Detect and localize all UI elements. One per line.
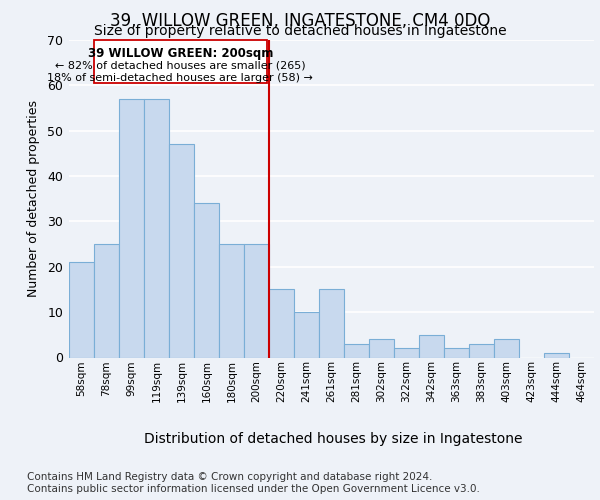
Bar <box>494 340 519 357</box>
Text: 18% of semi-detached houses are larger (58) →: 18% of semi-detached houses are larger (… <box>47 72 313 83</box>
Bar <box>119 99 144 357</box>
Bar <box>144 99 169 357</box>
Bar <box>394 348 419 358</box>
Bar <box>319 290 344 358</box>
Bar <box>294 312 319 358</box>
Text: Contains public sector information licensed under the Open Government Licence v3: Contains public sector information licen… <box>27 484 480 494</box>
Bar <box>419 335 444 357</box>
Bar <box>244 244 269 358</box>
Text: Size of property relative to detached houses in Ingatestone: Size of property relative to detached ho… <box>94 24 506 38</box>
Bar <box>544 353 569 358</box>
Text: ← 82% of detached houses are smaller (265): ← 82% of detached houses are smaller (26… <box>55 60 305 70</box>
Y-axis label: Number of detached properties: Number of detached properties <box>28 100 41 297</box>
Text: Distribution of detached houses by size in Ingatestone: Distribution of detached houses by size … <box>144 432 522 446</box>
Bar <box>444 348 469 358</box>
Bar <box>169 144 194 358</box>
Bar <box>369 340 394 357</box>
FancyBboxPatch shape <box>94 40 266 83</box>
Bar <box>344 344 369 358</box>
Bar <box>194 204 219 358</box>
Bar <box>219 244 244 358</box>
Bar <box>269 290 294 358</box>
Bar <box>469 344 494 358</box>
Bar <box>94 244 119 358</box>
Text: 39 WILLOW GREEN: 200sqm: 39 WILLOW GREEN: 200sqm <box>88 47 273 60</box>
Text: Contains HM Land Registry data © Crown copyright and database right 2024.: Contains HM Land Registry data © Crown c… <box>27 472 433 482</box>
Bar <box>69 262 94 358</box>
Text: 39, WILLOW GREEN, INGATESTONE, CM4 0DQ: 39, WILLOW GREEN, INGATESTONE, CM4 0DQ <box>110 12 490 30</box>
